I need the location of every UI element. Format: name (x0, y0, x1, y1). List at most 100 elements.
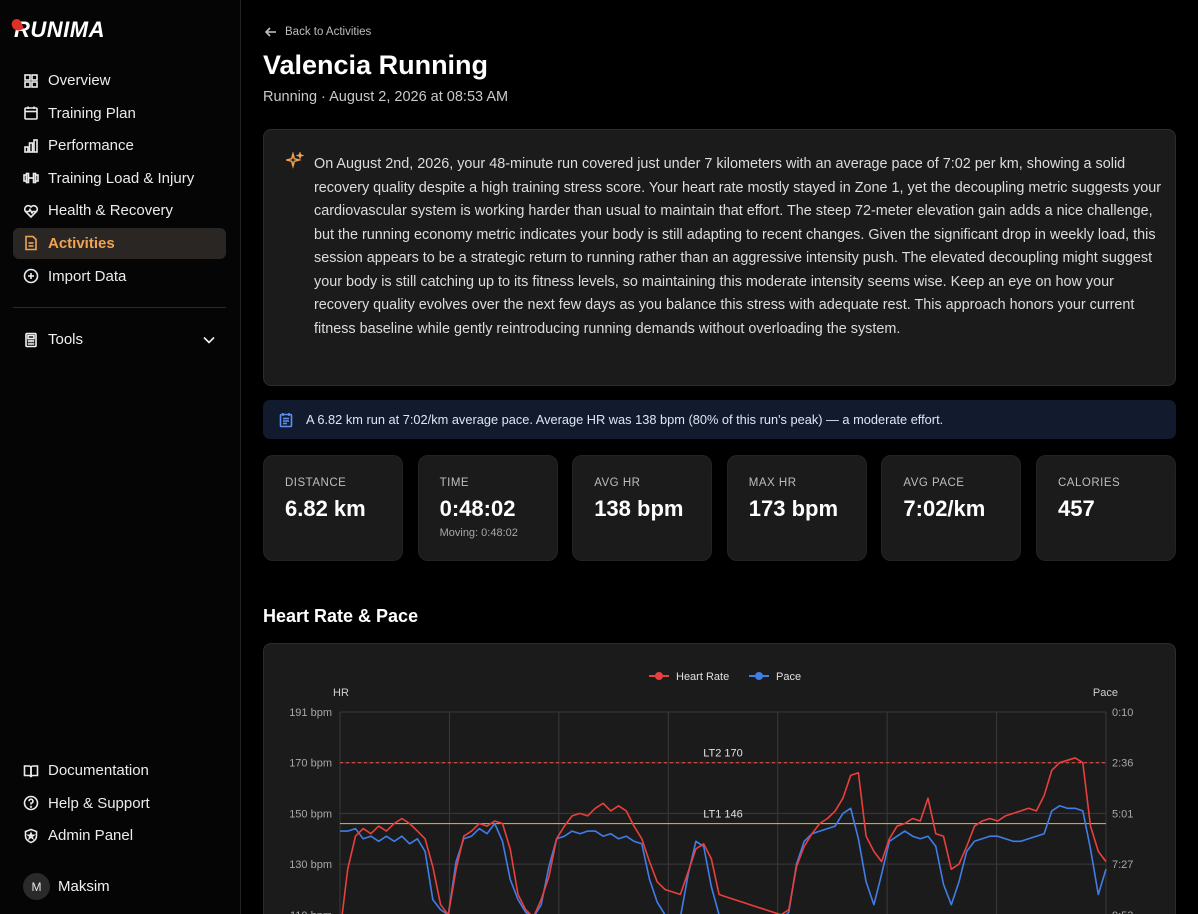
app-name: RUNIMA (14, 17, 105, 42)
chevron-down-icon (203, 336, 215, 344)
stat-card-avg-pace: AVG PACE 7:02/km (881, 455, 1022, 561)
chart-svg: LT2 170 LT1 146 191 bpm 0:10 170 bpm 2:36 150… (289, 671, 1133, 914)
book-icon (23, 763, 39, 779)
sidebar-item-health-recovery[interactable]: Health & Recovery (13, 195, 226, 226)
left-tick-label: 170 bpm (289, 758, 332, 770)
chart-axes: 191 bpm 0:10 170 bpm 2:36 150 bpm 5:01 130 bpm… (289, 687, 1133, 914)
stat-subtext: Moving: 0:48:02 (439, 527, 518, 539)
legend-marker (655, 672, 663, 680)
right-tick-label: 9:53 (1112, 910, 1133, 914)
page-title: Valencia Running (263, 50, 489, 80)
stat-value: 7:02/km (903, 496, 986, 521)
stat-value: 173 bpm (748, 496, 839, 521)
left-tick-label: 130 bpm (289, 859, 332, 871)
back-link[interactable]: Back to Activities (265, 26, 371, 38)
legend-label: Heart Rate (676, 671, 729, 683)
heart-pulse-icon (23, 203, 39, 219)
ai-insight-card: On August 2nd, 2026, your 48-minute run … (263, 129, 1176, 386)
legend-label: Pace (776, 671, 801, 683)
calendar-icon (23, 105, 39, 121)
series-line-pace (340, 805, 1107, 914)
sidebar-item-label: Performance (48, 137, 134, 155)
stat-label: TIME (439, 477, 470, 489)
sidebar-item-activities[interactable]: Activities (13, 227, 226, 259)
stat-label: MAX HR (748, 477, 797, 489)
sidebar-item-documentation[interactable]: Documentation (13, 755, 226, 786)
chart-series (340, 757, 1107, 914)
right-axis-title: Pace (1093, 687, 1118, 699)
legend-marker (755, 672, 763, 680)
shield-icon (23, 828, 39, 844)
sidebar-item-label: Admin Panel (48, 827, 134, 845)
sidebar-item-label: Tools (48, 331, 84, 348)
sidebar-item-label: Training Load & Injury (48, 169, 195, 187)
sparkle-icon (284, 151, 305, 170)
sidebar: RUNIMA Overview Training Plan Performanc… (0, 0, 241, 914)
user-profile[interactable]: M Maksim (23, 873, 110, 900)
main-nav: Overview Training Plan Performance Train… (13, 65, 226, 293)
quick-summary-banner: A 6.82 km run at 7:02/km average pace. A… (263, 400, 1176, 439)
stat-value: 6.82 km (285, 496, 366, 521)
left-tick-label: 191 bpm (289, 707, 332, 719)
right-tick-label: 5:01 (1112, 808, 1133, 820)
calculator-icon (23, 332, 39, 348)
chart-section-title: Heart Rate & Pace (263, 606, 419, 626)
sidebar-item-label: Overview (48, 72, 111, 89)
stat-card-time: TIME 0:48:02 Moving: 0:48:02 (417, 455, 558, 561)
sidebar-item-label: Activities (48, 234, 115, 252)
stat-card-distance: DISTANCE 6.82 km (263, 455, 403, 561)
sidebar-item-admin-panel[interactable]: Admin Panel (13, 820, 226, 851)
stat-card-avg-hr: AVG HR 138 bpm (572, 455, 713, 561)
quick-summary-text: A 6.82 km run at 7:02/km average pace. A… (306, 412, 944, 427)
document-icon (23, 235, 39, 251)
stat-label: DISTANCE (285, 477, 347, 489)
stat-label: AVG HR (594, 477, 641, 489)
right-tick-label: 7:27 (1112, 859, 1133, 871)
threshold-lines: LT2 170 LT1 146 (340, 748, 1106, 825)
ai-insight-text: On August 2nd, 2026, your 48-minute run … (314, 156, 1162, 337)
sidebar-item-label: Training Plan (48, 104, 136, 122)
bar-chart-icon (23, 138, 39, 154)
plus-circle-icon (23, 268, 39, 284)
help-circle-icon (23, 795, 39, 811)
sidebar-item-help-support[interactable]: Help & Support (13, 788, 226, 819)
stat-label: AVG PACE (903, 477, 965, 489)
sidebar-item-label: Documentation (48, 762, 149, 779)
clipboard-icon (278, 412, 294, 428)
back-link-label: Back to Activities (285, 26, 372, 38)
sidebar-item-performance[interactable]: Performance (13, 130, 226, 161)
left-tick-label: 110 bpm (290, 910, 332, 914)
stat-card-max-hr: MAX HR 173 bpm (726, 455, 867, 561)
arrow-left-icon (265, 27, 276, 37)
left-axis-title: HR (333, 687, 349, 699)
dumbbell-icon (23, 170, 39, 186)
stat-value: 457 (1058, 496, 1095, 521)
sidebar-item-overview[interactable]: Overview (13, 65, 226, 96)
stat-label: CALORIES (1058, 477, 1121, 489)
left-tick-label: 150 bpm (289, 808, 332, 820)
avatar: M (23, 873, 50, 900)
sidebar-item-label: Health & Recovery (48, 202, 174, 220)
sidebar-item-training-load[interactable]: Training Load & Injury (13, 163, 226, 194)
heart-rate-pace-chart[interactable]: LT2 170 LT1 146 191 bpm 0:10 170 bpm 2:36 150… (263, 643, 1176, 914)
threshold-label: LT1 146 (703, 809, 743, 821)
stats-row: DISTANCE 6.82 km TIME 0:48:02 Moving: 0:… (263, 455, 1176, 561)
threshold-label: LT2 170 (703, 748, 743, 760)
sidebar-item-label: Help & Support (48, 794, 150, 812)
sidebar-item-tools[interactable]: Tools (13, 324, 226, 355)
user-name: Maksim (58, 878, 110, 895)
sidebar-divider (13, 307, 226, 308)
page-subtitle: Running · August 2, 2026 at 08:53 AM (263, 89, 509, 105)
app-logo[interactable]: RUNIMA (10, 17, 105, 43)
series-line-heart-rate (341, 757, 1107, 914)
grid-icon (23, 73, 39, 89)
stat-card-calories: CALORIES 457 (1036, 455, 1176, 561)
right-tick-label: 0:10 (1112, 707, 1133, 719)
sidebar-item-label: Import Data (48, 267, 127, 285)
sidebar-item-training-plan[interactable]: Training Plan (13, 98, 226, 129)
right-tick-label: 2:36 (1112, 758, 1133, 770)
secondary-nav: Documentation Help & Support Admin Panel (13, 755, 226, 853)
sidebar-item-import-data[interactable]: Import Data (13, 261, 226, 292)
stat-value: 138 bpm (594, 496, 684, 521)
chart-legend: Heart Rate Pace (649, 671, 801, 683)
